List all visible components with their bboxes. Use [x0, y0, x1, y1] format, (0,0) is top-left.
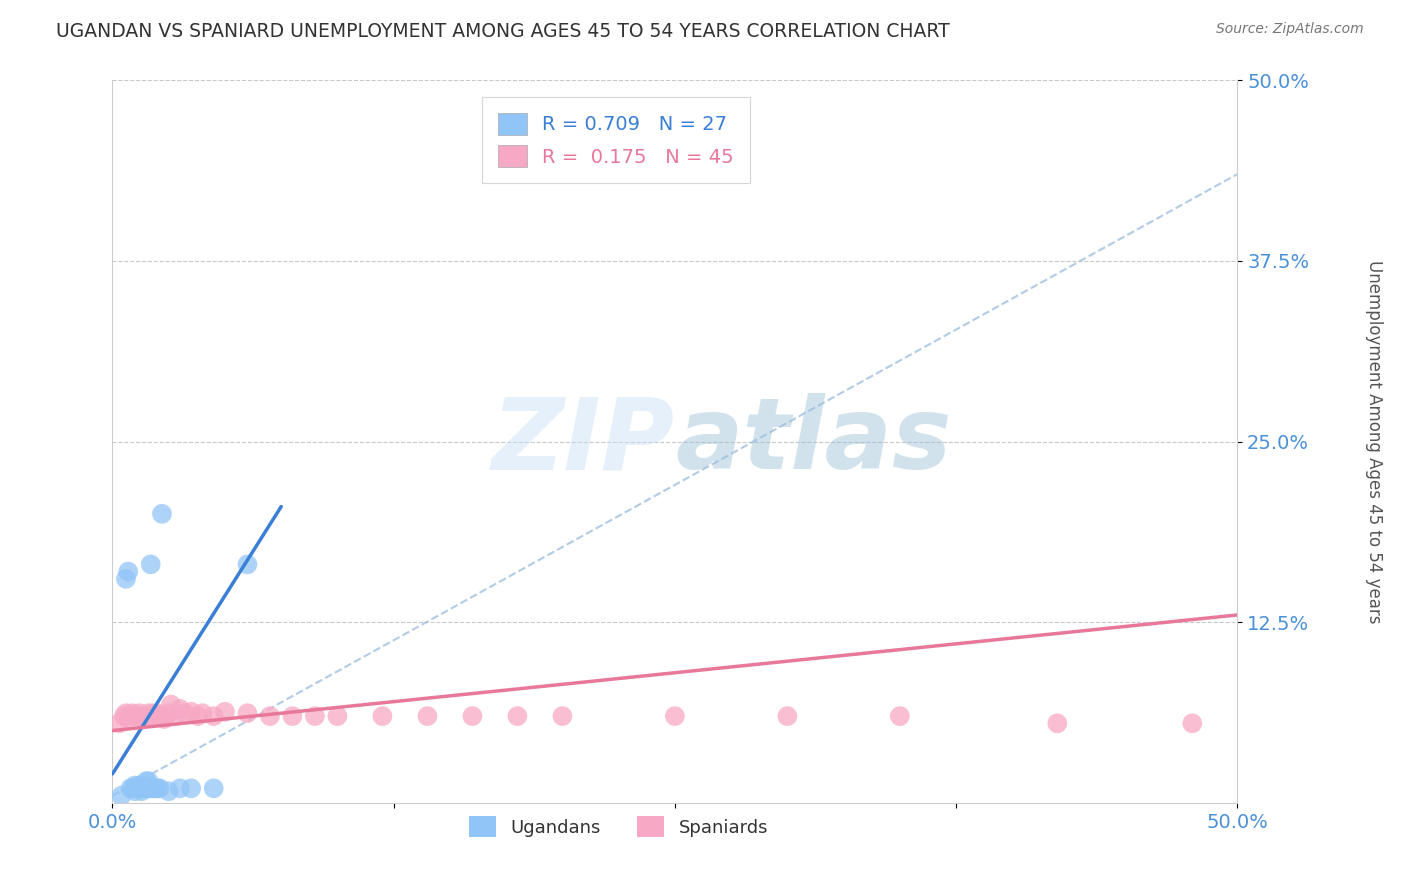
- Point: [120, 781, 142, 796]
- Point: [127, 709, 149, 723]
- Point: [180, 705, 202, 719]
- Point: [173, 706, 195, 721]
- Point: [191, 706, 214, 721]
- Point: [157, 784, 180, 798]
- Point: [143, 709, 166, 723]
- Text: UGANDAN VS SPANIARD UNEMPLOYMENT AMONG AGES 45 TO 54 YEARS CORRELATION CHART: UGANDAN VS SPANIARD UNEMPLOYMENT AMONG A…: [56, 22, 950, 41]
- Point: [461, 709, 484, 723]
- Text: ZIP: ZIP: [492, 393, 675, 490]
- Point: [326, 709, 349, 723]
- Point: [149, 781, 172, 796]
- Point: [121, 706, 143, 721]
- Point: [112, 709, 135, 723]
- Point: [146, 706, 169, 721]
- Point: [138, 774, 160, 789]
- Point: [889, 709, 911, 723]
- Point: [416, 709, 439, 723]
- Point: [1046, 716, 1069, 731]
- Point: [108, 716, 131, 731]
- Point: [115, 706, 138, 721]
- Point: [157, 706, 180, 721]
- Point: [124, 784, 146, 798]
- Point: [115, 572, 138, 586]
- Point: [110, 789, 132, 803]
- Point: [128, 706, 150, 721]
- Point: [259, 709, 281, 723]
- Point: [135, 709, 157, 723]
- Point: [236, 706, 259, 721]
- Point: [160, 698, 183, 712]
- Point: [664, 709, 686, 723]
- Point: [180, 781, 202, 796]
- Point: [371, 709, 394, 723]
- Point: [117, 712, 139, 726]
- Point: [139, 709, 162, 723]
- Point: [153, 712, 176, 726]
- Point: [146, 781, 169, 796]
- Point: [187, 709, 209, 723]
- Point: [120, 709, 142, 723]
- Legend: Ugandans, Spaniards: Ugandans, Spaniards: [454, 802, 783, 852]
- Point: [202, 709, 225, 723]
- Point: [149, 709, 172, 723]
- Point: [506, 709, 529, 723]
- Point: [1181, 716, 1204, 731]
- Point: [127, 781, 149, 796]
- Point: [150, 507, 173, 521]
- Point: [124, 709, 146, 723]
- Point: [124, 779, 146, 793]
- Point: [131, 712, 153, 726]
- Point: [165, 709, 187, 723]
- Point: [142, 706, 165, 721]
- Point: [214, 705, 236, 719]
- Point: [132, 709, 155, 723]
- Text: Source: ZipAtlas.com: Source: ZipAtlas.com: [1216, 22, 1364, 37]
- Y-axis label: Unemployment Among Ages 45 to 54 years: Unemployment Among Ages 45 to 54 years: [1365, 260, 1382, 624]
- Point: [138, 706, 160, 721]
- Point: [131, 784, 153, 798]
- Point: [776, 709, 799, 723]
- Point: [139, 558, 162, 572]
- Point: [142, 781, 165, 796]
- Point: [236, 558, 259, 572]
- Point: [150, 709, 173, 723]
- Point: [551, 709, 574, 723]
- Point: [128, 779, 150, 793]
- Point: [304, 709, 326, 723]
- Point: [138, 781, 160, 796]
- Point: [135, 774, 157, 789]
- Point: [281, 709, 304, 723]
- Point: [169, 702, 191, 716]
- Point: [169, 781, 191, 796]
- Point: [132, 781, 155, 796]
- Point: [135, 781, 157, 796]
- Point: [139, 781, 162, 796]
- Point: [143, 781, 166, 796]
- Point: [202, 781, 225, 796]
- Text: atlas: atlas: [675, 393, 952, 490]
- Point: [117, 565, 139, 579]
- Point: [121, 781, 143, 796]
